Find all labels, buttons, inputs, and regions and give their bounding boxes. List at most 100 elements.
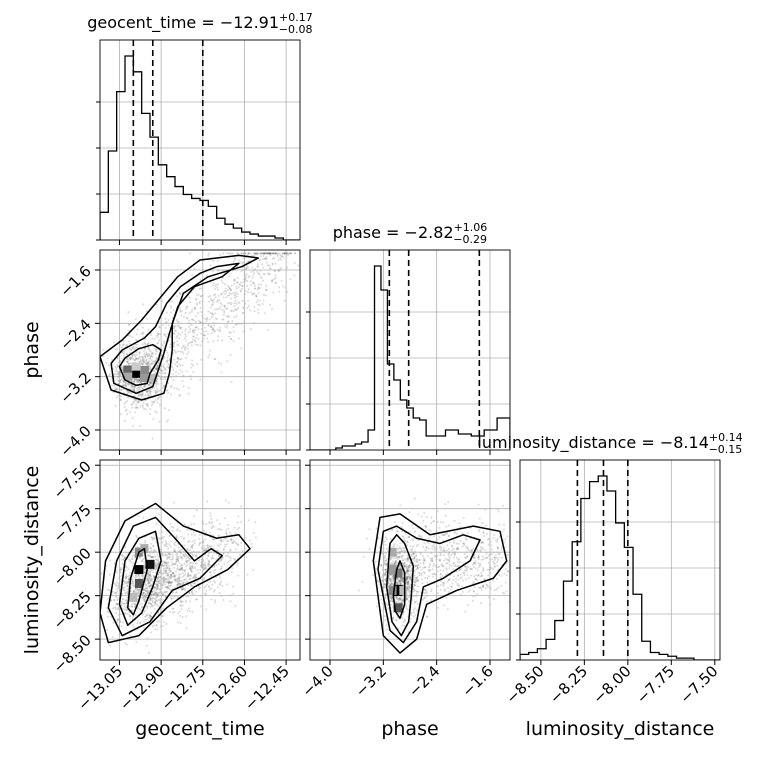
sample-point (168, 534, 171, 537)
sample-point (235, 302, 238, 305)
sample-point (398, 556, 401, 559)
sample-point (211, 556, 214, 559)
sample-point (439, 573, 442, 576)
sample-point (176, 528, 179, 531)
sample-point (222, 296, 225, 299)
sample-point (155, 350, 158, 353)
sample-point (399, 577, 402, 580)
sample-point (392, 577, 395, 580)
sample-point (397, 581, 400, 584)
sample-point (228, 549, 231, 552)
sample-point (146, 362, 149, 365)
sample-point (222, 552, 225, 555)
sample-point (406, 558, 409, 561)
sample-point (219, 306, 222, 309)
sample-point (136, 575, 139, 578)
sample-point (172, 597, 175, 600)
sample-point (480, 572, 483, 575)
sample-point (161, 591, 164, 594)
sample-point (167, 587, 170, 590)
sample-point (175, 554, 178, 557)
sample-point (268, 273, 271, 276)
sample-point (412, 586, 415, 589)
sample-point (500, 546, 503, 549)
sample-point (138, 573, 141, 576)
sample-point (256, 299, 259, 302)
sample-point (398, 579, 401, 582)
sample-point (383, 582, 386, 585)
sample-point (105, 361, 108, 364)
sample-point (203, 547, 206, 550)
sample-point (180, 588, 183, 591)
sample-point (383, 578, 386, 581)
sample-point (210, 304, 213, 307)
sample-point (406, 583, 409, 586)
sample-point (400, 580, 403, 583)
sample-point (141, 606, 144, 609)
sample-point (301, 252, 303, 254)
sample-point (234, 278, 237, 281)
sample-point (413, 570, 416, 573)
sample-point (255, 252, 258, 255)
sample-point (134, 576, 137, 579)
sample-point (236, 252, 239, 255)
sample-point (385, 628, 388, 631)
sample-point (506, 570, 509, 573)
sample-point (181, 588, 184, 591)
sample-point (411, 599, 414, 602)
sample-point (210, 325, 213, 328)
sample-point (398, 546, 401, 549)
sample-point (109, 559, 112, 562)
sample-point (238, 259, 241, 262)
sample-point (225, 529, 228, 532)
sample-point (240, 520, 243, 523)
sample-point (259, 259, 262, 262)
sample-point (231, 585, 234, 588)
sample-point (181, 563, 184, 566)
sample-point (407, 581, 410, 584)
sample-point (146, 579, 149, 582)
sample-point (134, 605, 137, 608)
sample-point (219, 540, 222, 543)
sample-point (185, 306, 188, 309)
sample-point (149, 614, 152, 617)
sample-point (385, 559, 388, 562)
sample-point (154, 592, 157, 595)
sample-point (478, 586, 481, 589)
sample-point (145, 390, 148, 393)
sample-point (157, 374, 160, 377)
sample-point (410, 576, 413, 579)
sample-point (443, 559, 446, 562)
sample-point (176, 581, 179, 584)
sample-point (491, 558, 494, 561)
sample-point (252, 281, 255, 284)
sample-point (424, 559, 427, 562)
sample-point (252, 532, 255, 535)
sample-point (119, 379, 122, 382)
sample-point (397, 555, 400, 558)
sample-point (230, 309, 233, 312)
sample-point (439, 576, 442, 579)
sample-point (401, 617, 404, 620)
sample-point (156, 583, 159, 586)
sample-point (237, 306, 240, 309)
sample-point (161, 564, 164, 567)
sample-point (468, 549, 471, 552)
sample-point (137, 606, 140, 609)
sample-point (230, 289, 233, 292)
sample-point (254, 536, 257, 539)
sample-point (164, 566, 167, 569)
sample-point (510, 542, 512, 544)
sample-point (396, 558, 399, 561)
sample-point (251, 277, 254, 280)
sample-point (210, 332, 213, 335)
sample-point (432, 542, 435, 545)
sample-point (400, 580, 403, 583)
sample-point (149, 363, 152, 366)
sample-point (200, 287, 203, 290)
sample-point (247, 252, 250, 255)
sample-point (144, 583, 147, 586)
sample-point (503, 541, 506, 544)
sample-point (158, 326, 161, 329)
sample-point (146, 587, 149, 590)
